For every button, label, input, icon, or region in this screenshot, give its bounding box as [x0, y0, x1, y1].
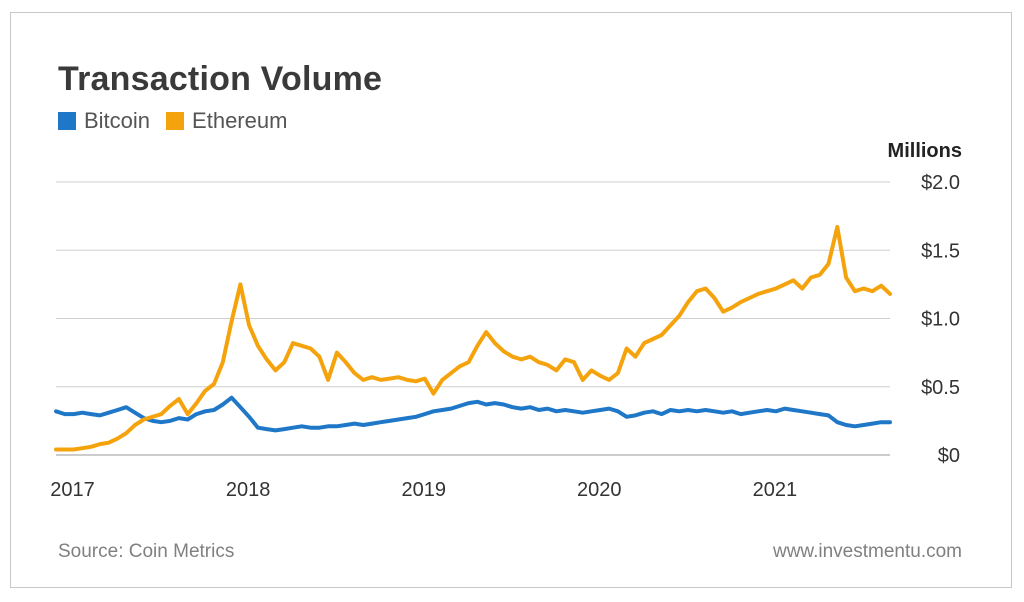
y-tick-label: $1.5 — [921, 240, 960, 262]
x-tick-label: 2017 — [50, 479, 95, 501]
website-credit: www.investmentu.com — [772, 541, 962, 562]
legend-label-ethereum: Ethereum — [192, 108, 288, 133]
x-tick-label: 2019 — [401, 479, 446, 501]
legend-item-bitcoin: Bitcoin — [58, 108, 150, 134]
x-tick-label: 2021 — [753, 479, 798, 501]
y-tick-label: $0 — [938, 445, 960, 467]
y-axis-unit-label: Millions — [887, 140, 962, 162]
chart-card — [10, 12, 1012, 588]
legend: Bitcoin Ethereum — [58, 108, 303, 134]
y-tick-label: $2.0 — [921, 172, 960, 194]
bitcoin-swatch — [58, 112, 76, 130]
y-tick-label: $1.0 — [921, 309, 960, 331]
source-note: Source: Coin Metrics — [58, 541, 235, 562]
x-tick-label: 2018 — [226, 479, 271, 501]
series-line-bitcoin — [54, 395, 892, 433]
x-tick-label: 2020 — [577, 479, 622, 501]
series-line-ethereum — [54, 225, 892, 452]
legend-item-ethereum: Ethereum — [166, 108, 287, 134]
ethereum-swatch — [166, 112, 185, 130]
y-tick-label: $0.5 — [921, 377, 960, 399]
legend-label-bitcoin: Bitcoin — [84, 108, 151, 133]
chart-title: Transaction Volume — [58, 60, 383, 98]
